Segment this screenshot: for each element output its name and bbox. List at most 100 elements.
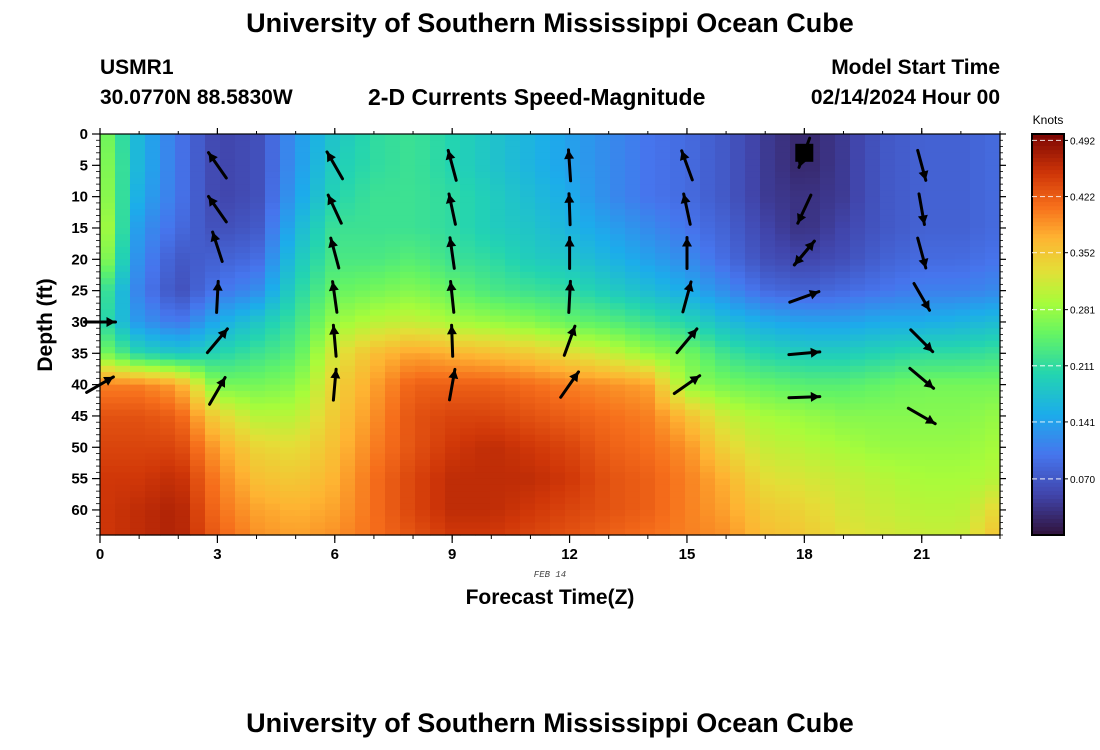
heatmap-cell bbox=[730, 246, 746, 254]
heatmap-cell bbox=[655, 234, 671, 242]
heatmap-cell bbox=[355, 497, 371, 505]
heatmap-cell bbox=[370, 340, 386, 348]
heatmap-cell bbox=[370, 165, 386, 173]
heatmap-cell bbox=[340, 422, 356, 430]
heatmap-cell bbox=[880, 159, 896, 166]
heatmap-cell bbox=[715, 265, 731, 273]
heatmap-cell bbox=[790, 196, 806, 204]
heatmap-cell bbox=[100, 509, 116, 517]
heatmap-cell bbox=[430, 221, 446, 229]
heatmap-cell bbox=[985, 159, 1001, 166]
heatmap-cell bbox=[835, 278, 851, 285]
colorbar-swatch bbox=[1032, 146, 1064, 151]
heatmap-cell bbox=[820, 246, 836, 254]
colorbar-swatch bbox=[1032, 478, 1064, 484]
heatmap-cell bbox=[745, 372, 761, 379]
heatmap-cell bbox=[580, 472, 596, 480]
heatmap-cell bbox=[100, 271, 116, 279]
heatmap-cell bbox=[505, 227, 521, 235]
heatmap-cell bbox=[580, 509, 596, 517]
heatmap-cell bbox=[805, 528, 821, 536]
heatmap-cell bbox=[880, 134, 896, 141]
heatmap-cell bbox=[685, 516, 701, 524]
heatmap-cell bbox=[895, 227, 911, 235]
heatmap-cell bbox=[235, 265, 251, 273]
heatmap-cell bbox=[385, 466, 401, 473]
heatmap-cell bbox=[385, 334, 401, 342]
heatmap-cell bbox=[310, 497, 326, 505]
heatmap-cell bbox=[670, 271, 686, 279]
heatmap-cell bbox=[475, 290, 491, 298]
heatmap-cell bbox=[490, 491, 506, 499]
heatmap-cell bbox=[985, 491, 1001, 499]
heatmap-cell bbox=[850, 478, 866, 486]
heatmap-cell bbox=[355, 315, 371, 323]
heatmap-cell bbox=[925, 403, 941, 411]
heatmap-cell bbox=[685, 372, 701, 379]
heatmap-cell bbox=[295, 134, 311, 141]
heatmap-cell bbox=[505, 347, 521, 354]
colorbar-swatch bbox=[1032, 326, 1064, 332]
heatmap-cell bbox=[565, 428, 581, 436]
heatmap-cell bbox=[880, 278, 896, 285]
heatmap-cell bbox=[520, 303, 536, 311]
heatmap-cell bbox=[625, 284, 641, 292]
heatmap-cell bbox=[730, 321, 746, 329]
heatmap-cell bbox=[835, 240, 851, 248]
heatmap-cell bbox=[220, 259, 236, 267]
heatmap-cell bbox=[610, 278, 626, 285]
heatmap-cell bbox=[820, 347, 836, 354]
heatmap-cell bbox=[955, 234, 971, 242]
heatmap-cell bbox=[970, 284, 986, 292]
heatmap-cell bbox=[145, 422, 161, 430]
heatmap-cell bbox=[400, 359, 416, 367]
current-vector bbox=[212, 279, 223, 314]
heatmap-cell bbox=[835, 303, 851, 311]
heatmap-cell bbox=[955, 397, 971, 405]
heatmap-cell bbox=[370, 365, 386, 373]
x-tick-label: 18 bbox=[796, 546, 813, 563]
heatmap-cell bbox=[160, 271, 176, 279]
heatmap-cell bbox=[745, 146, 761, 154]
heatmap-cell bbox=[820, 265, 836, 273]
heatmap-cell bbox=[205, 428, 221, 436]
heatmap-cell bbox=[325, 271, 341, 279]
heatmap-cell bbox=[805, 190, 821, 198]
heatmap-cell bbox=[145, 365, 161, 373]
heatmap-cell bbox=[730, 428, 746, 436]
heatmap-cell bbox=[505, 253, 521, 260]
heatmap-cell bbox=[175, 271, 191, 279]
heatmap-cell bbox=[415, 491, 431, 499]
heatmap-cell bbox=[220, 171, 236, 179]
heatmap-cell bbox=[910, 177, 926, 185]
colorbar-tick-label: 0.422 bbox=[1070, 193, 1095, 204]
heatmap-cell bbox=[400, 271, 416, 279]
heatmap-cell bbox=[850, 309, 866, 317]
heatmap-cell bbox=[625, 503, 641, 511]
heatmap-cell bbox=[520, 397, 536, 405]
heatmap-cell bbox=[880, 365, 896, 373]
colorbar-swatch bbox=[1032, 406, 1064, 412]
heatmap-cell bbox=[670, 434, 686, 442]
heatmap-cell bbox=[730, 415, 746, 423]
heatmap-cell bbox=[130, 334, 146, 342]
heatmap-cell bbox=[175, 227, 191, 235]
heatmap-cell bbox=[175, 246, 191, 254]
heatmap-cell bbox=[385, 403, 401, 411]
heatmap-cell bbox=[340, 441, 356, 448]
heatmap-cell bbox=[700, 309, 716, 317]
colorbar-swatch bbox=[1032, 334, 1064, 340]
heatmap-cell bbox=[610, 522, 626, 530]
heatmap-cell bbox=[655, 240, 671, 248]
heatmap-cell bbox=[445, 509, 461, 517]
heatmap-cell bbox=[295, 447, 311, 455]
heatmap-cell bbox=[505, 334, 521, 342]
heatmap-cell bbox=[580, 497, 596, 505]
heatmap-cell bbox=[415, 202, 431, 210]
heatmap-cell bbox=[670, 378, 686, 386]
heatmap-cell bbox=[340, 453, 356, 461]
heatmap-cell bbox=[100, 497, 116, 505]
heatmap-cell bbox=[565, 165, 581, 173]
heatmap-cell bbox=[610, 265, 626, 273]
